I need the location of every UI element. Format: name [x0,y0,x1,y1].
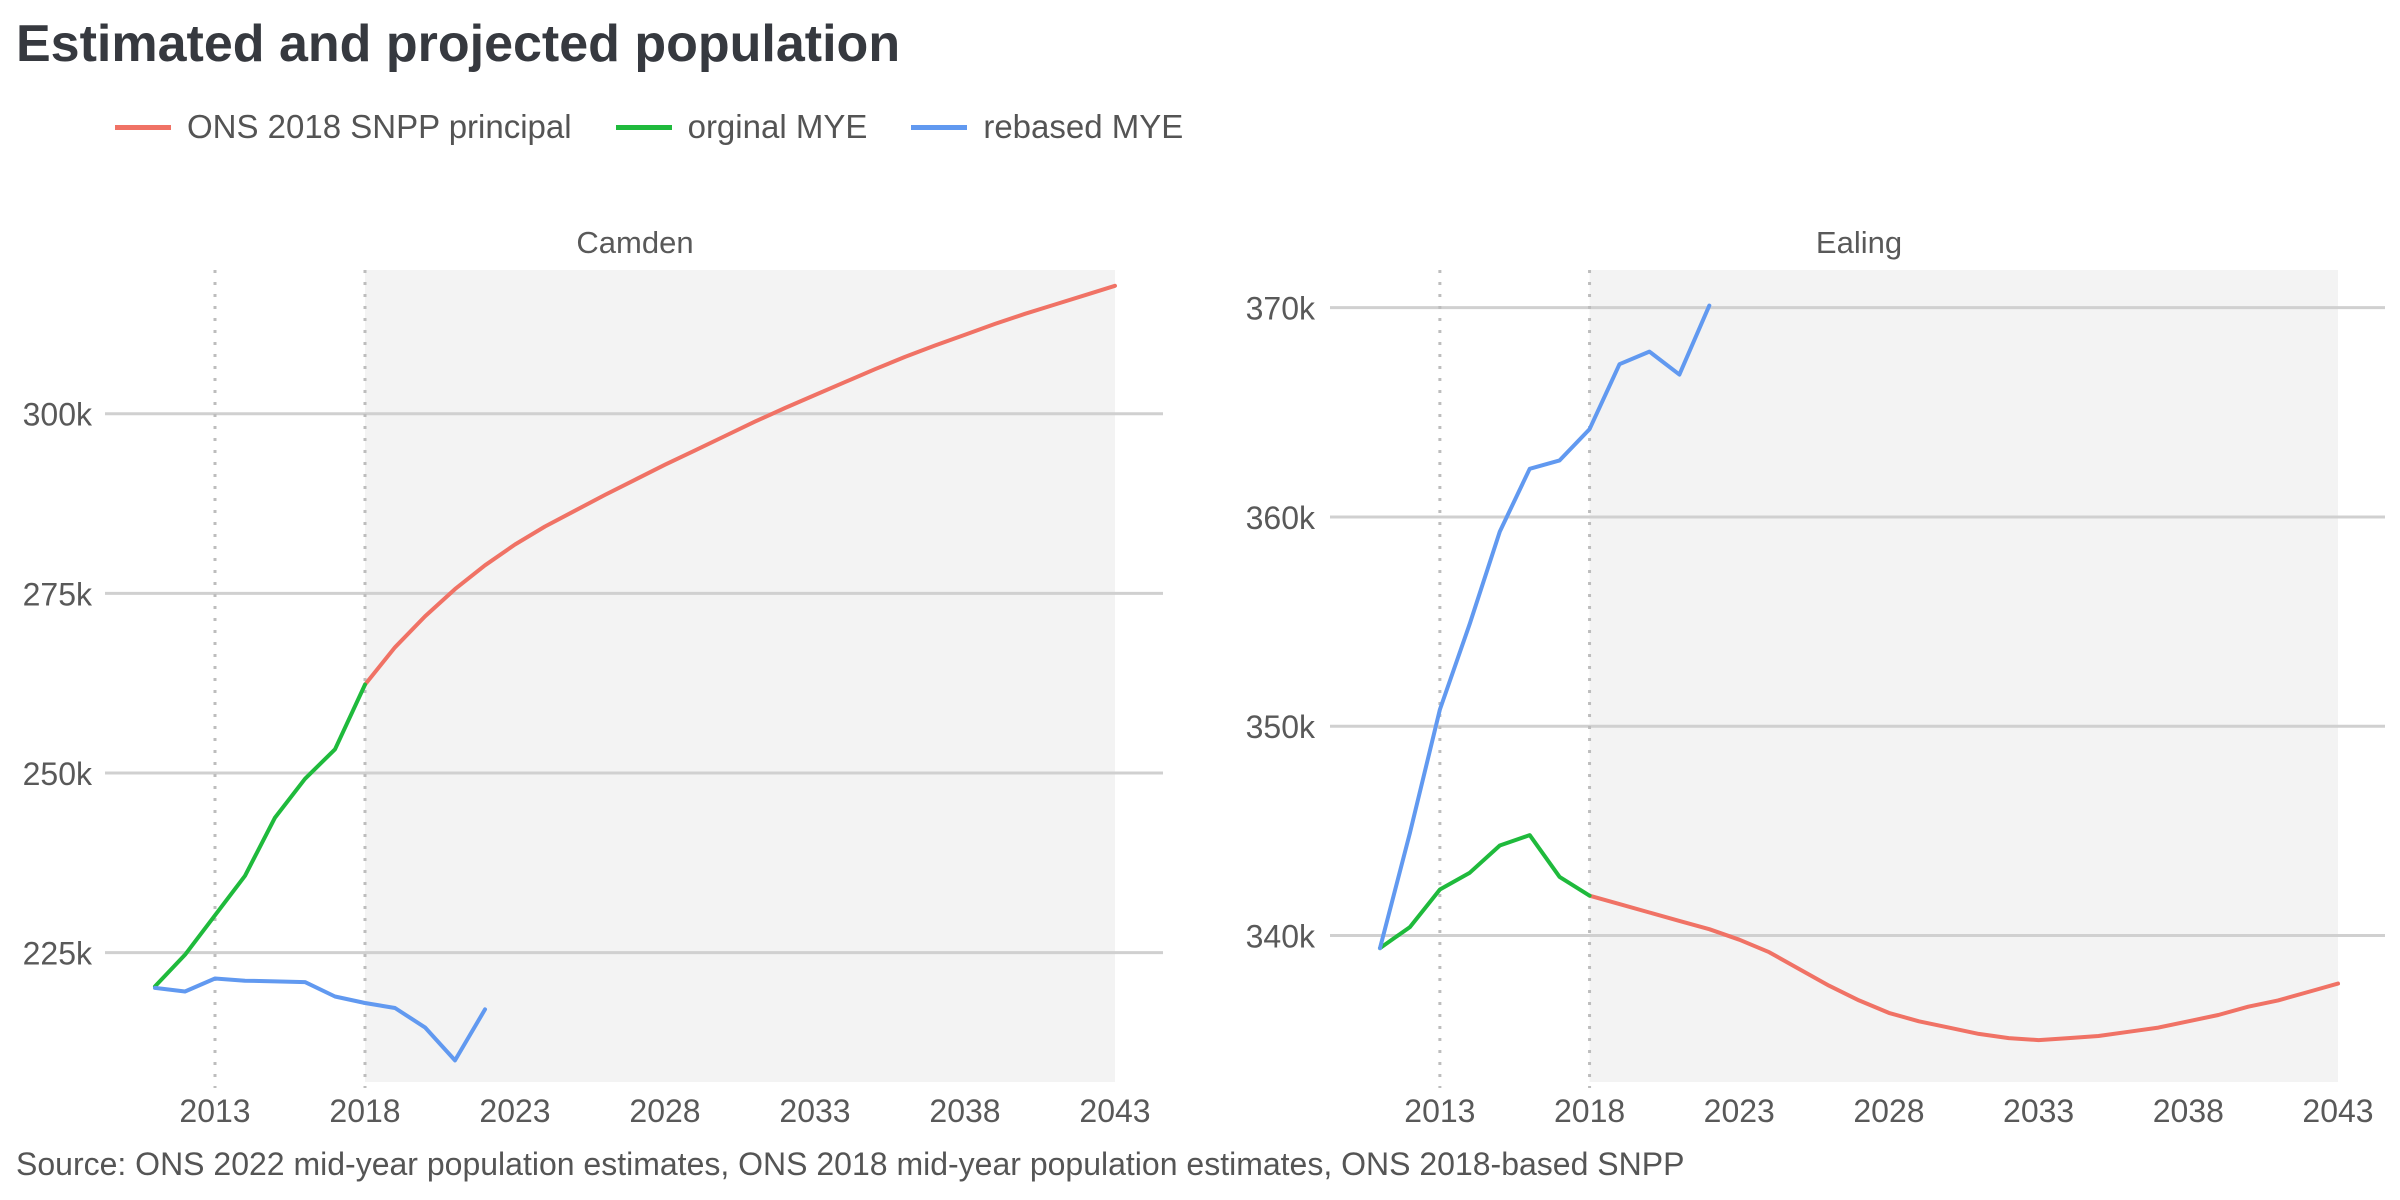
panel-title: Camden [576,225,693,260]
panel-title: Ealing [1816,225,1902,260]
series-line-rebased-mye [1378,303,1712,951]
y-tick-label: 225k [23,936,93,972]
x-tick-label: 2023 [479,1093,550,1129]
series-line-ons-2018-snpp-principal [1587,893,2340,1043]
legend-label-rebased-mye: rebased MYE [983,108,1184,145]
x-tick-label: 2018 [1554,1093,1625,1129]
x-tick-label: 2043 [1079,1093,1150,1129]
y-tick-label: 360k [1246,500,1316,536]
panel-camden: 225k 250k 275k 300k 2013 2018 2023 2028 2033 2038… [23,225,1163,1129]
source-caption: Source: ONS 2022 mid-year population est… [16,1146,1685,1182]
chart-title: Estimated and projected population [16,15,901,73]
series-line-ons-2018-snpp-principal [363,283,1117,687]
legend-label-snpp: ONS 2018 SNPP principal [187,108,572,145]
panel-ealing: 340k 350k 360k 370k 2013 2018 2023 2028 2033 2038… [1246,225,2385,1129]
series-line-orginal-mye [153,682,367,989]
x-tick-label: 2023 [1704,1093,1775,1129]
y-tick-label: 250k [23,756,93,792]
legend-swatch-rebased-mye [911,124,968,130]
projection-shade [1589,270,2338,1082]
legend-item-snpp: ONS 2018 SNPP principal [115,108,572,146]
legend: ONS 2018 SNPP principal orginal MYE reba… [115,103,1227,151]
legend-swatch-original-mye [615,124,672,130]
legend-item-original-mye: orginal MYE [615,108,868,146]
series-line-rebased-mye [153,976,487,1063]
y-tick-label: 300k [23,397,93,433]
projection-shade [365,270,1115,1082]
series-line-orginal-mye [1378,833,1592,951]
legend-item-rebased-mye: rebased MYE [911,108,1183,146]
x-tick-label: 2028 [1853,1093,1924,1129]
x-tick-label: 2038 [2153,1093,2224,1129]
y-tick-label: 350k [1246,709,1316,745]
y-tick-label: 340k [1246,919,1316,955]
y-tick-label: 275k [23,576,93,612]
x-tick-label: 2013 [179,1093,250,1129]
x-tick-label: 2043 [2302,1093,2373,1129]
x-tick-label: 2028 [629,1093,700,1129]
legend-label-original-mye: orginal MYE [687,108,868,145]
y-tick-label: 370k [1246,291,1316,327]
x-tick-label: 2033 [2003,1093,2074,1129]
x-tick-label: 2018 [329,1093,400,1129]
legend-swatch-snpp [115,124,171,130]
x-tick-label: 2038 [929,1093,1000,1129]
x-tick-label: 2033 [779,1093,850,1129]
x-tick-label: 2013 [1404,1093,1475,1129]
charts-canvas: 225k 250k 275k 300k 2013 2018 2023 2028 2033 2038… [23,225,2385,1129]
